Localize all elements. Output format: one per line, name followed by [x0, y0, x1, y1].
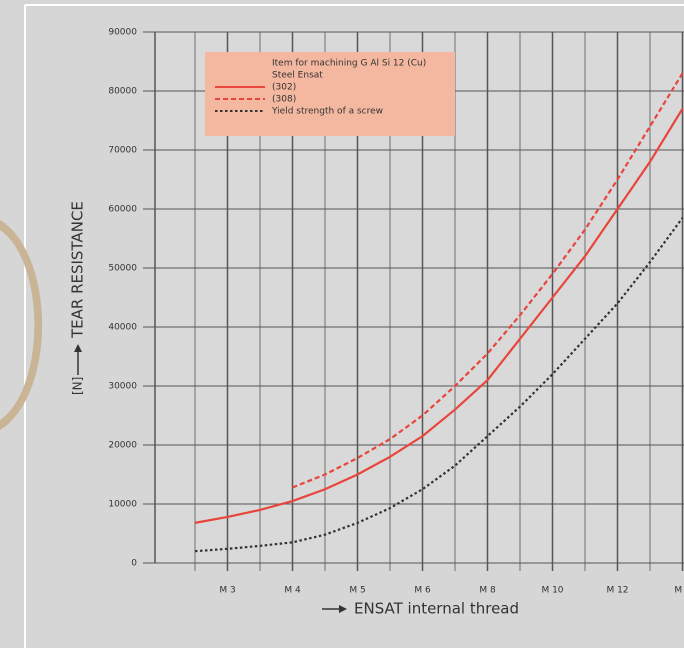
y-tick-label: 50000 — [108, 264, 137, 274]
line — [292, 72, 684, 489]
legend-box — [205, 52, 455, 136]
arrow-head — [74, 344, 82, 352]
y-axis-title: [N] TEAR RESISTANCE — [69, 201, 87, 395]
y-tick-label: 20000 — [108, 441, 137, 451]
y-tick-label: 0 — [131, 559, 137, 569]
line — [194, 108, 684, 524]
x-tick-label: M 6 — [414, 586, 431, 596]
legend-subtitle: Steel Ensat — [272, 71, 323, 81]
legend-label: (308) — [272, 95, 296, 105]
legend-title: Item for machining G Al Si 12 (Cu) — [272, 59, 426, 69]
x-tick-label: M 5 — [349, 586, 365, 596]
x-tick-label: M 1 — [674, 586, 684, 596]
y-tick-label: 90000 — [108, 28, 137, 38]
arrow-head — [339, 605, 347, 613]
decor-arc — [0, 220, 43, 430]
x-label: ENSAT internal thread — [354, 600, 519, 618]
x-tick-label: M 10 — [541, 586, 563, 596]
y-label: TEAR RESISTANCE — [69, 201, 87, 339]
y-tick-label: 40000 — [108, 323, 137, 333]
x-tick-label: M 3 — [219, 586, 235, 596]
y-tick-label: 70000 — [108, 146, 137, 156]
legend-label: (302) — [272, 83, 296, 93]
x-tick-label: M 12 — [606, 586, 628, 596]
y-tick-label: 30000 — [108, 382, 137, 392]
legend: Item for machining G Al Si 12 (Cu) Steel … — [205, 52, 455, 136]
x-tick-label: M 4 — [284, 586, 301, 596]
y-tick-label: 10000 — [108, 500, 137, 510]
y-tick-label: 80000 — [108, 87, 137, 97]
y-tick-label: 60000 — [108, 205, 137, 215]
y-unit: [N] — [71, 377, 85, 395]
legend-label: Yield strength of a screw — [271, 107, 383, 117]
line — [194, 217, 684, 553]
x-tick-label: M 8 — [479, 586, 496, 596]
